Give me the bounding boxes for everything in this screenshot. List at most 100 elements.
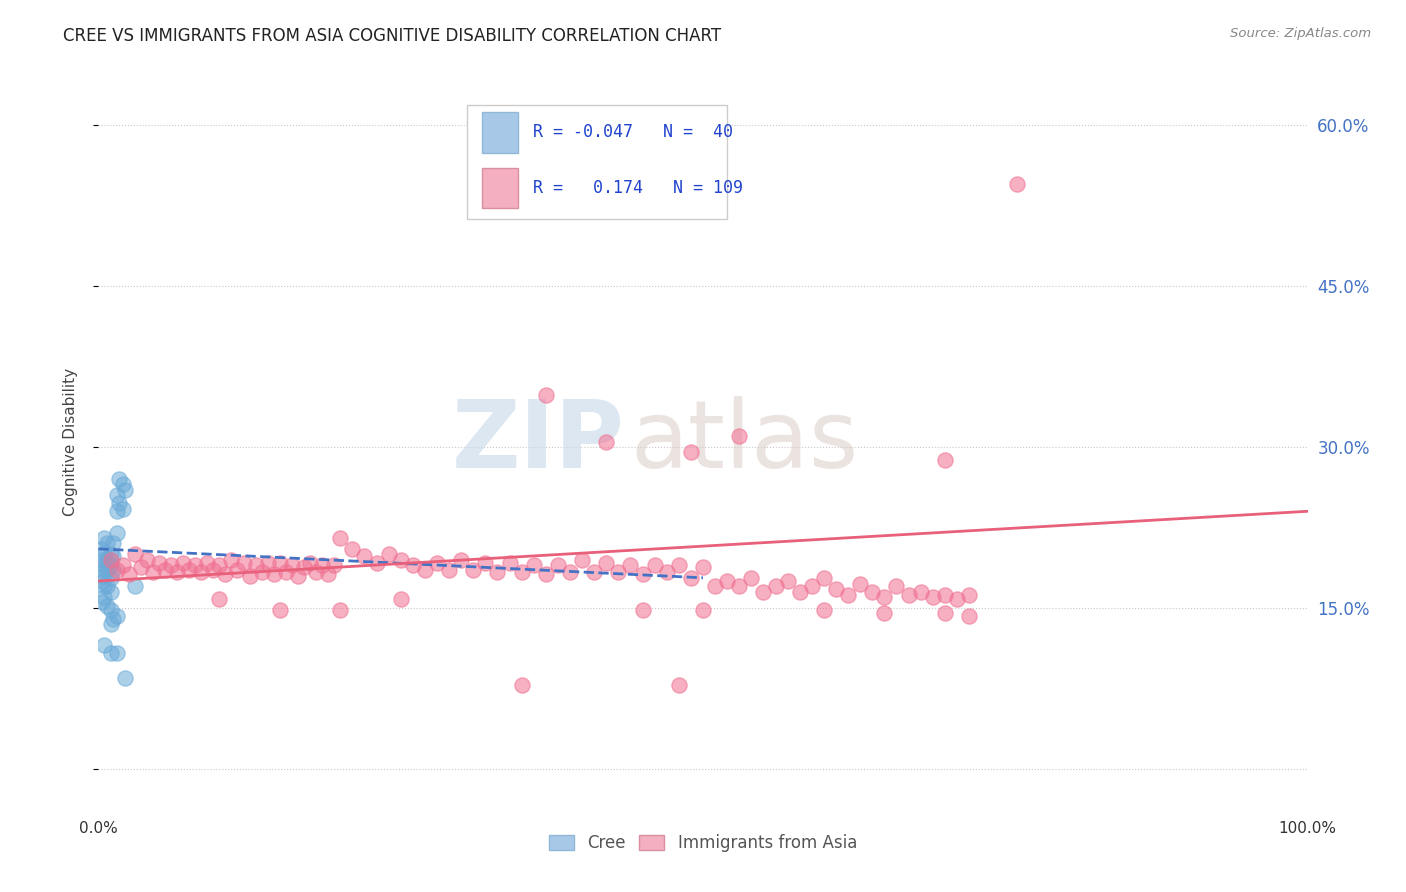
- Point: [510, 566, 533, 580]
- Point: [800, 579, 823, 593]
- Point: [208, 558, 231, 572]
- Point: [142, 566, 165, 580]
- Point: [91, 541, 114, 556]
- Point: [100, 584, 122, 599]
- Point: [172, 556, 194, 570]
- Point: [765, 579, 787, 593]
- Point: [101, 549, 124, 564]
- Bar: [482, 168, 517, 209]
- Point: [595, 434, 617, 449]
- Point: [607, 566, 630, 580]
- Point: [329, 531, 352, 545]
- Point: [934, 588, 956, 602]
- Point: [631, 603, 654, 617]
- Point: [91, 552, 114, 566]
- Point: [93, 531, 115, 545]
- Point: [474, 556, 496, 570]
- Point: [910, 584, 932, 599]
- Point: [129, 560, 152, 574]
- Point: [96, 563, 118, 577]
- Point: [776, 574, 799, 588]
- Point: [305, 566, 328, 580]
- Point: [402, 558, 425, 572]
- Point: [873, 606, 896, 620]
- Point: [93, 579, 115, 593]
- Point: [752, 584, 775, 599]
- Point: [679, 571, 702, 585]
- Point: [389, 592, 412, 607]
- Point: [274, 566, 297, 580]
- Point: [523, 558, 546, 572]
- Text: Source: ZipAtlas.com: Source: ZipAtlas.com: [1230, 27, 1371, 40]
- Point: [179, 563, 201, 577]
- Point: [96, 599, 118, 613]
- Point: [108, 472, 131, 486]
- Point: [153, 563, 176, 577]
- Point: [498, 556, 520, 570]
- Point: [316, 566, 339, 581]
- Point: [91, 563, 114, 577]
- Point: [534, 566, 557, 581]
- Point: [583, 566, 606, 580]
- Point: [111, 502, 134, 516]
- Point: [100, 552, 122, 566]
- Point: [311, 558, 333, 572]
- Point: [250, 566, 273, 580]
- Text: R = -0.047   N =  40: R = -0.047 N = 40: [533, 123, 733, 142]
- Point: [118, 566, 141, 581]
- Point: [108, 496, 131, 510]
- Legend: Cree, Immigrants from Asia: Cree, Immigrants from Asia: [543, 828, 863, 859]
- Point: [93, 558, 115, 572]
- Point: [287, 568, 309, 582]
- Point: [789, 584, 811, 599]
- Point: [366, 556, 388, 570]
- Point: [214, 566, 236, 581]
- Point: [716, 574, 738, 588]
- FancyBboxPatch shape: [467, 104, 727, 219]
- Point: [342, 541, 364, 556]
- Point: [263, 566, 285, 581]
- Point: [160, 558, 183, 572]
- Point: [692, 560, 714, 574]
- Point: [269, 603, 291, 617]
- Point: [105, 646, 128, 660]
- Point: [105, 488, 128, 502]
- Point: [437, 563, 460, 577]
- Point: [105, 609, 128, 624]
- Point: [547, 558, 569, 572]
- Point: [100, 603, 122, 617]
- Point: [619, 558, 641, 572]
- Point: [934, 452, 956, 467]
- Point: [837, 588, 859, 602]
- Point: [897, 588, 920, 602]
- Point: [631, 566, 654, 581]
- Point: [534, 388, 557, 402]
- Point: [208, 592, 231, 607]
- Point: [135, 552, 157, 566]
- Point: [873, 590, 896, 604]
- Point: [450, 552, 472, 566]
- Point: [91, 574, 114, 588]
- Point: [389, 552, 412, 566]
- Point: [813, 571, 835, 585]
- Point: [825, 582, 848, 596]
- Point: [377, 547, 399, 561]
- Point: [100, 571, 122, 585]
- Point: [655, 566, 678, 580]
- Point: [101, 611, 124, 625]
- Point: [100, 646, 122, 660]
- Point: [202, 563, 225, 577]
- Point: [281, 558, 304, 572]
- Point: [510, 678, 533, 692]
- Point: [1007, 177, 1029, 191]
- Point: [190, 566, 212, 580]
- Point: [96, 579, 118, 593]
- Text: atlas: atlas: [630, 395, 859, 488]
- Point: [195, 556, 218, 570]
- Point: [668, 678, 690, 692]
- Point: [413, 563, 436, 577]
- Point: [239, 568, 262, 582]
- Point: [323, 558, 346, 572]
- Point: [101, 536, 124, 550]
- Point: [813, 603, 835, 617]
